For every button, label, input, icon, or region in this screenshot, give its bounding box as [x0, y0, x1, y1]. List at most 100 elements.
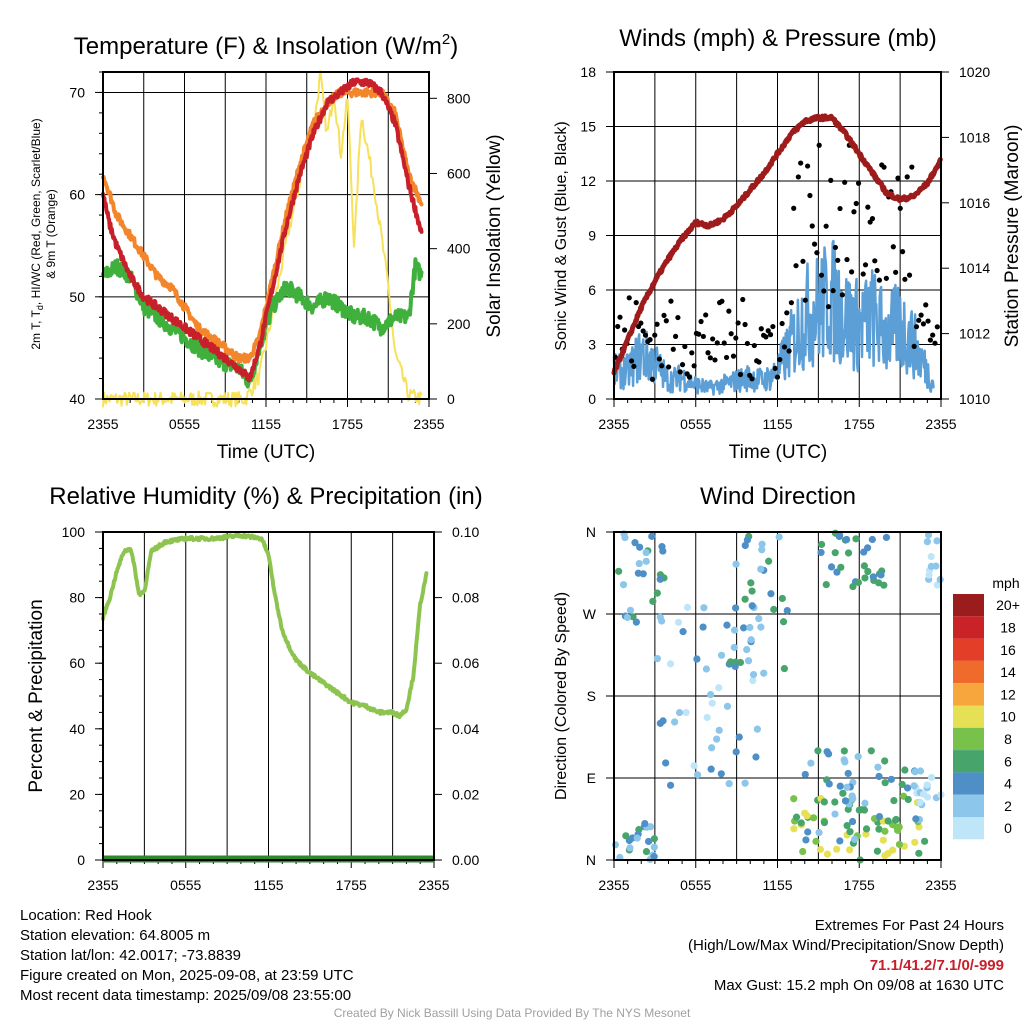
direction-point [855, 806, 863, 814]
extremes-heading: Extremes For Past 24 Hours [814, 917, 1004, 934]
direction-point [767, 590, 775, 598]
direction-point [817, 548, 825, 557]
y-tick-label-left: E [587, 770, 596, 786]
legend-swatch [953, 705, 984, 728]
legend-label: 20+ [996, 597, 1020, 613]
direction-point [836, 837, 844, 845]
gust-point [779, 320, 785, 327]
direction-point [904, 795, 912, 804]
y-tick-label-right: 400 [447, 241, 471, 257]
gust-point [904, 174, 910, 180]
y-axis-label-left: Direction (Colored By Speed) [553, 592, 570, 800]
direction-point [881, 779, 889, 787]
y-tick-label-right: 0.02 [452, 786, 479, 802]
gust-point [897, 205, 903, 211]
direction-point [707, 765, 715, 773]
x-tick-label: 0555 [680, 877, 711, 893]
y-tick-label-left: 3 [588, 337, 596, 353]
gust-point [767, 332, 774, 338]
gust-point [874, 267, 880, 274]
gust-point [918, 312, 924, 318]
direction-point [671, 718, 679, 726]
gust-point [626, 295, 632, 301]
gust-point [823, 223, 829, 229]
direction-point [823, 850, 832, 858]
gust-point [617, 314, 623, 320]
y-tick-label-right: 1012 [959, 326, 990, 342]
y-tick-label-left: 0 [588, 391, 596, 407]
direction-point [925, 571, 933, 579]
y-tick-label-right: 1018 [959, 129, 990, 145]
direction-point [730, 626, 739, 634]
direction-point [849, 794, 857, 803]
direction-point [861, 574, 869, 582]
gust-point [712, 357, 718, 363]
y-tick-label-left: N [586, 852, 596, 868]
gust-point [828, 177, 834, 183]
gust-point [691, 363, 697, 369]
direction-point [741, 541, 749, 550]
gust-point [784, 310, 790, 316]
gust-point [865, 204, 871, 210]
gust-point [733, 335, 739, 341]
gust-point [923, 302, 929, 308]
direction-point [758, 546, 766, 554]
direction-point [814, 747, 822, 755]
gust-point [675, 314, 681, 321]
gust-point [872, 258, 878, 264]
legend-swatch [953, 817, 984, 840]
direction-point [911, 768, 919, 776]
gust-point [707, 355, 713, 361]
direction-point [659, 547, 667, 555]
direction-point [765, 557, 773, 565]
y-tick-label-left: N [586, 524, 596, 540]
gust-point [927, 337, 933, 343]
gust-point [765, 328, 771, 334]
direction-point [932, 562, 940, 570]
gust-point [791, 205, 797, 211]
direction-point [715, 726, 723, 734]
direction-point [700, 604, 708, 612]
x-tick-label: 1155 [253, 877, 283, 893]
x-tick-label: 0555 [169, 416, 200, 432]
direction-point [650, 835, 658, 843]
direction-point [844, 769, 852, 778]
direction-point [869, 573, 877, 581]
x-tick-label: 1755 [332, 416, 363, 432]
y-tick-label-left: 40 [69, 721, 85, 737]
elevation-text: Station elevation: 64.8005 m [20, 927, 211, 944]
direction-point [644, 837, 653, 846]
direction-point [873, 847, 882, 855]
direction-point [741, 595, 749, 603]
y-tick-label-right: 800 [447, 90, 471, 106]
legend-label: 10 [1000, 709, 1016, 725]
direction-point [648, 532, 656, 540]
direction-point [846, 828, 854, 836]
y-axis-label-left-line2: & 9m T (Orange) [44, 189, 58, 279]
x-tick-label: 1755 [336, 877, 367, 893]
gust-point [751, 342, 757, 349]
direction-point [708, 699, 716, 707]
gust-point [816, 142, 822, 148]
x-tick-label: 2355 [413, 416, 444, 432]
plot-frame [102, 71, 430, 400]
legend-swatch [953, 727, 984, 751]
direction-point [659, 717, 667, 725]
y-tick-label-left: 18 [580, 64, 596, 80]
chart-title: Temperature (F) & Insolation (W/m2) [74, 31, 458, 60]
direction-point [666, 660, 675, 668]
direction-point [867, 747, 875, 755]
pressure-line [611, 113, 943, 376]
direction-point [619, 581, 628, 589]
direction-point [927, 552, 935, 561]
direction-point [843, 535, 851, 544]
direction-point [895, 840, 904, 849]
direction-point [862, 825, 871, 833]
insolation-line [102, 69, 423, 408]
x-tick-label: 1155 [762, 416, 792, 432]
credit-text: Created By Nick Bassill Using Data Provi… [333, 1006, 691, 1020]
gust-point [793, 263, 799, 269]
y-tick-label-left: 12 [580, 173, 596, 189]
gust-point [934, 324, 940, 330]
gust-point [710, 336, 716, 342]
